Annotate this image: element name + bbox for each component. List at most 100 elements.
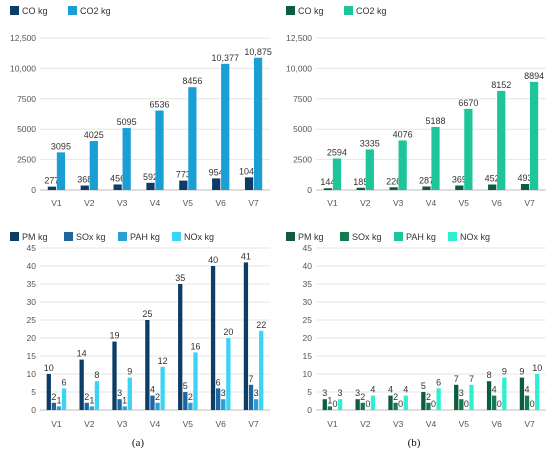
- y-tick-label: 20: [303, 333, 313, 343]
- data-label: 5095: [117, 117, 137, 127]
- caption-a: (a): [132, 437, 145, 449]
- bar: [183, 392, 188, 410]
- data-label: 0: [431, 399, 436, 409]
- data-label: 4025: [84, 130, 104, 140]
- bar: [464, 108, 473, 190]
- bar: [56, 406, 62, 410]
- x-tick-label: V1: [327, 198, 338, 208]
- legend-swatch: [394, 232, 403, 241]
- data-label: 4: [492, 385, 497, 395]
- bar: [61, 388, 67, 410]
- legend-swatch: [344, 6, 353, 15]
- bar: [46, 374, 51, 410]
- x-tick-label: V7: [524, 419, 535, 429]
- bar: [422, 186, 431, 190]
- data-label: 144: [320, 177, 335, 187]
- data-label: 452: [485, 174, 500, 184]
- y-tick-label: 12,500: [10, 33, 36, 43]
- data-label: 4: [150, 385, 155, 395]
- x-tick-label: V7: [248, 198, 259, 208]
- bar: [89, 406, 94, 410]
- bar: [112, 341, 117, 410]
- bar: [393, 402, 398, 410]
- bar: [226, 338, 231, 410]
- legend-label: PM kg: [22, 232, 48, 242]
- bar: [150, 395, 155, 410]
- bar: [122, 128, 131, 190]
- y-tick-label: 45: [303, 243, 313, 253]
- legend-label: CO2 kg: [356, 6, 387, 16]
- y-tick-label: 25: [27, 315, 37, 325]
- data-label: 2: [426, 392, 431, 402]
- data-label: 22: [256, 320, 266, 330]
- data-label: 2594: [327, 147, 347, 157]
- data-label: 25: [142, 309, 152, 319]
- x-tick-label: V6: [216, 198, 227, 208]
- data-label: 2: [393, 392, 398, 402]
- x-tick-label: V3: [117, 419, 128, 429]
- data-label: 369: [452, 175, 467, 185]
- data-label: 3: [459, 388, 464, 398]
- data-label: 456: [110, 173, 125, 183]
- legend-label: CO2 kg: [80, 6, 111, 16]
- bar: [398, 140, 407, 190]
- data-label: 9: [519, 367, 524, 377]
- y-tick-label: 10,000: [286, 63, 312, 73]
- data-label: 7: [454, 374, 459, 384]
- bar: [253, 399, 259, 410]
- data-label: 1: [327, 395, 332, 405]
- data-label: 0: [398, 399, 403, 409]
- chart-co-co2-b: 0 2500 5000 7500 10,000 12,500 CO kg CO2 kg 144 2…: [286, 6, 546, 208]
- bar: [155, 402, 160, 410]
- data-label: 40: [208, 255, 218, 265]
- data-label: 41: [241, 251, 251, 261]
- data-label: 12: [158, 356, 168, 366]
- bar: [519, 377, 525, 410]
- bar: [122, 406, 127, 410]
- x-tick-label: V2: [84, 419, 95, 429]
- bar: [193, 352, 198, 410]
- data-label: 1: [56, 395, 61, 405]
- bar: [454, 384, 459, 410]
- data-label: 368: [77, 175, 92, 185]
- x-tick-label: V5: [459, 198, 470, 208]
- y-tick-label: 5000: [17, 124, 36, 134]
- data-label: 35: [175, 273, 185, 283]
- data-label: 7: [469, 374, 474, 384]
- data-label: 6: [62, 377, 67, 387]
- x-tick-label: V7: [524, 198, 535, 208]
- bar: [84, 402, 89, 410]
- data-label: 4: [388, 385, 393, 395]
- data-label: 10,377: [211, 53, 239, 63]
- bar: [403, 395, 408, 410]
- legend-label: SOx kg: [352, 232, 382, 242]
- data-label: 16: [190, 341, 200, 351]
- data-label: 185: [353, 177, 368, 187]
- y-tick-label: 0: [31, 405, 36, 415]
- legend-swatch: [286, 6, 295, 15]
- data-label: 10: [532, 363, 542, 373]
- data-label: 1041: [239, 166, 259, 176]
- x-tick-label: V4: [426, 419, 437, 429]
- legend-swatch: [10, 232, 19, 241]
- bar: [179, 180, 188, 190]
- bar: [389, 187, 398, 190]
- y-tick-label: 10,000: [10, 63, 36, 73]
- y-tick-label: 2500: [17, 155, 36, 165]
- legend-label: PAH kg: [406, 232, 436, 242]
- data-label: 9: [127, 367, 132, 377]
- data-label: 4: [370, 385, 375, 395]
- bar: [221, 399, 226, 410]
- bar: [421, 392, 426, 410]
- legend-swatch: [286, 232, 295, 241]
- x-tick-label: V6: [492, 198, 503, 208]
- y-tick-label: 40: [27, 261, 37, 271]
- data-label: 4076: [393, 129, 413, 139]
- data-label: 9: [502, 367, 507, 377]
- bar: [188, 402, 193, 410]
- data-label: 493: [518, 173, 533, 183]
- legend-swatch: [64, 232, 73, 241]
- data-label: 5: [421, 381, 426, 391]
